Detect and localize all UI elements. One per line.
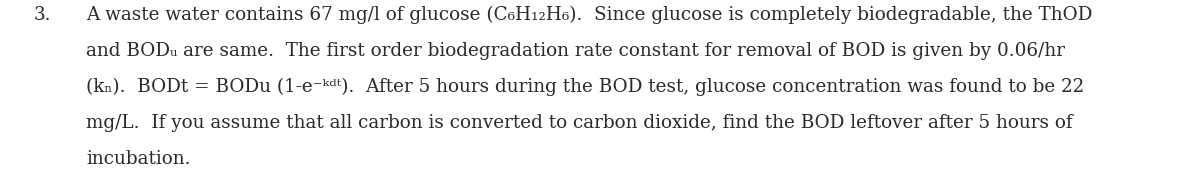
Text: 3.: 3. xyxy=(34,6,52,24)
Text: mg/L.  If you assume that all carbon is converted to carbon dioxide, find the BO: mg/L. If you assume that all carbon is c… xyxy=(86,114,1073,132)
Text: and BODᵤ are same.  The first order biodegradation rate constant for removal of : and BODᵤ are same. The first order biode… xyxy=(86,42,1066,60)
Text: A waste water contains 67 mg/l of glucose (C₆H₁₂H₆).  Since glucose is completel: A waste water contains 67 mg/l of glucos… xyxy=(86,6,1093,24)
Text: incubation.: incubation. xyxy=(86,150,191,168)
Text: (kₙ).  BODt = BODu (1-e⁻ᵏᵈᵗ).  After 5 hours during the BOD test, glucose concen: (kₙ). BODt = BODu (1-e⁻ᵏᵈᵗ). After 5 hou… xyxy=(86,78,1085,96)
